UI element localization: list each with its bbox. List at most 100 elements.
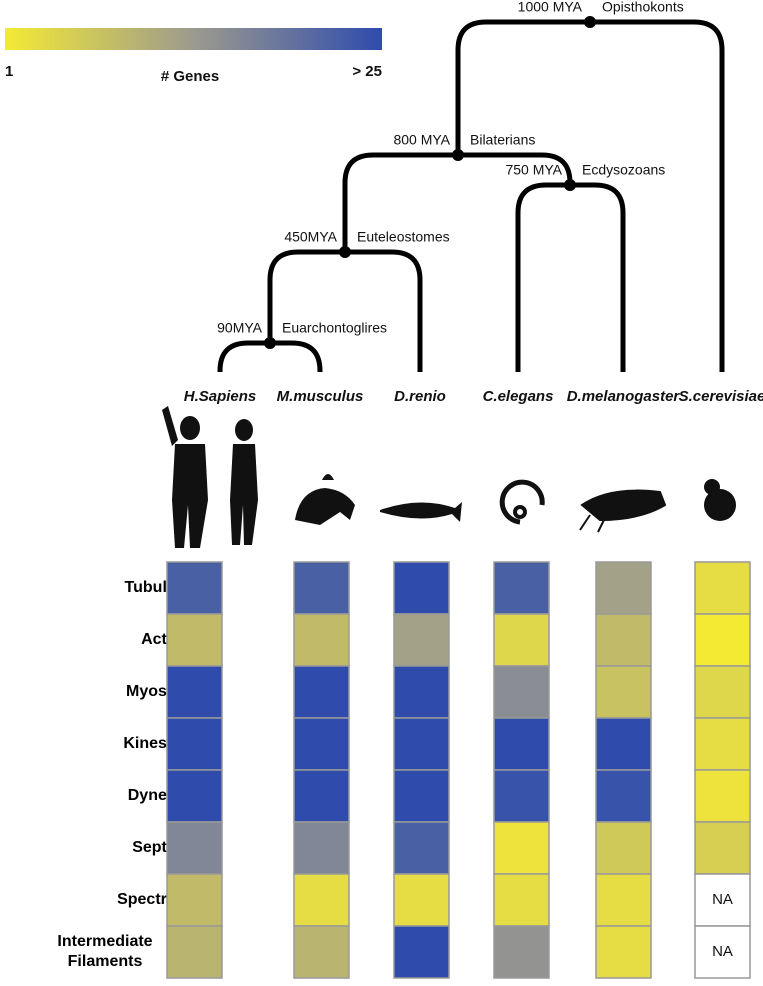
heatmap-cell: [393, 717, 450, 771]
heatmap-cell: [595, 665, 652, 719]
row-label-box: Myosins: [125, 683, 190, 700]
heatmap-cell: [166, 717, 223, 771]
heatmap-cell: [493, 769, 550, 823]
worm-icon: [513, 505, 527, 519]
fish-icon: [380, 502, 462, 522]
heatmap-cell: [595, 717, 652, 771]
heatmap-cell: [166, 561, 223, 615]
node-time: 750 MYA: [505, 162, 562, 178]
heatmap-cell: [595, 613, 652, 667]
tree-branch: [515, 182, 626, 372]
heatmap-cell: [393, 821, 450, 875]
colorbar-title: # Genes: [161, 68, 219, 85]
row-label: Intermediate Filaments: [57, 933, 153, 970]
node-clade: Opisthokonts: [602, 0, 684, 15]
mouse-icon: [295, 474, 355, 525]
node-time: 1000 MYA: [518, 0, 583, 15]
row-label-box: Spectrins: [117, 891, 190, 908]
row-label-box: Septins: [132, 839, 190, 856]
tree-node: [584, 16, 596, 28]
heatmap-cell: [595, 925, 652, 979]
na-label: NA: [712, 943, 733, 960]
species-label: M.musculus: [277, 388, 364, 405]
heatmap-cell: [293, 717, 350, 771]
yeast-icon: [704, 489, 736, 521]
tree: [217, 16, 725, 372]
heatmap-cell: [393, 665, 450, 719]
heatmap-cell: [293, 665, 350, 719]
species-label: C.elegans: [483, 388, 554, 405]
human-icon: [180, 416, 200, 440]
colorbar-tick-label: > 25: [352, 63, 382, 80]
human-icon: [230, 444, 258, 545]
na-cell: [694, 925, 751, 979]
heatmap-cell: [595, 821, 652, 875]
tree-branch: [455, 19, 725, 372]
heatmap-cell: [293, 561, 350, 615]
heatmap-cell: [493, 821, 550, 875]
heatmap-cell: [694, 821, 751, 875]
heatmap-cell: [694, 665, 751, 719]
heatmap-cell: [166, 665, 223, 719]
heatmap-cell: [493, 665, 550, 719]
row-label-box: Intermediate Filaments: [57, 933, 153, 970]
silhouettes: [162, 406, 736, 548]
fly-icon: [579, 489, 667, 533]
species-label: H.Sapiens: [184, 388, 257, 405]
heatmap-cell: [393, 613, 450, 667]
row-label: Dyneins: [127, 787, 190, 804]
heatmap-cell: [166, 925, 223, 979]
heatmap-cell: [293, 821, 350, 875]
heatmap-cell: [694, 769, 751, 823]
heatmap-cell: [694, 613, 751, 667]
colorbar: [5, 28, 382, 50]
node-clade: Ecdysozoans: [582, 162, 665, 178]
heatmap-cell: [393, 873, 450, 927]
heatmap-cell: [293, 873, 350, 927]
row-label-box: Tubulins: [124, 579, 190, 596]
node-clade: Euteleostomes: [357, 229, 450, 245]
node-time: 450MYA: [284, 229, 337, 245]
heatmap-cell: [493, 873, 550, 927]
row-label-box: Actins: [141, 631, 190, 648]
human-icon: [235, 419, 253, 441]
heatmap-cell: [694, 561, 751, 615]
row-label-box: Dyneins: [127, 787, 190, 804]
row-label-box: Kinesins: [123, 735, 190, 752]
heatmap-cell: [166, 873, 223, 927]
row-label: Myosins: [125, 683, 190, 700]
heatmap-cell: [595, 873, 652, 927]
node-clade: Euarchontoglires: [282, 320, 387, 336]
heatmap-cell: [293, 769, 350, 823]
heatmap-cell: [293, 925, 350, 979]
heatmap-cell: [694, 717, 751, 771]
species-label: D.melanogaster: [567, 388, 681, 405]
row-label: Tubulins: [124, 579, 190, 596]
row-label: Kinesins: [123, 735, 190, 752]
heatmap-cell: [393, 561, 450, 615]
colorbar-tick-label: 1: [5, 63, 13, 80]
yeast-icon: [704, 479, 720, 495]
node-clade: Bilaterians: [470, 132, 535, 148]
node-time: 90MYA: [217, 320, 263, 336]
na-label: NA: [712, 891, 733, 908]
heatmap-cell: [393, 925, 450, 979]
heatmap-cell: [493, 925, 550, 979]
heatmap-cell: [166, 821, 223, 875]
heatmap-cell: [166, 613, 223, 667]
heatmap-cell: [595, 561, 652, 615]
row-label: Actins: [141, 631, 190, 648]
heatmap-cell: [493, 717, 550, 771]
heatmap-cell: [293, 613, 350, 667]
heatmap-cell: [493, 613, 550, 667]
human-icon: [162, 406, 208, 548]
worm-icon: [499, 479, 545, 525]
species-label: S.cerevisiae: [679, 388, 763, 405]
heatmap-cell: [393, 769, 450, 823]
na-cell: [694, 873, 751, 927]
tree-branch: [267, 249, 423, 372]
row-label: Spectrins: [117, 891, 190, 908]
node-time: 800 MYA: [393, 132, 450, 148]
heatmap-cell: [166, 769, 223, 823]
